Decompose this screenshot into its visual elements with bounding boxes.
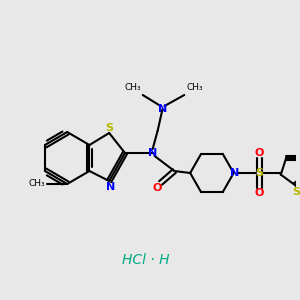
Text: O: O (255, 188, 264, 198)
Text: S: S (292, 187, 300, 197)
Text: O: O (255, 148, 264, 158)
Text: CH₃: CH₃ (124, 83, 141, 92)
Text: N: N (158, 104, 167, 114)
Text: S: S (105, 123, 113, 133)
Text: N: N (106, 182, 115, 192)
Text: O: O (153, 183, 162, 193)
Text: CH₃: CH₃ (186, 83, 203, 92)
Text: N: N (230, 168, 239, 178)
Text: HCl · H: HCl · H (122, 253, 170, 267)
Text: S: S (255, 168, 263, 178)
Text: N: N (148, 148, 157, 158)
Text: CH₃: CH₃ (29, 179, 45, 188)
